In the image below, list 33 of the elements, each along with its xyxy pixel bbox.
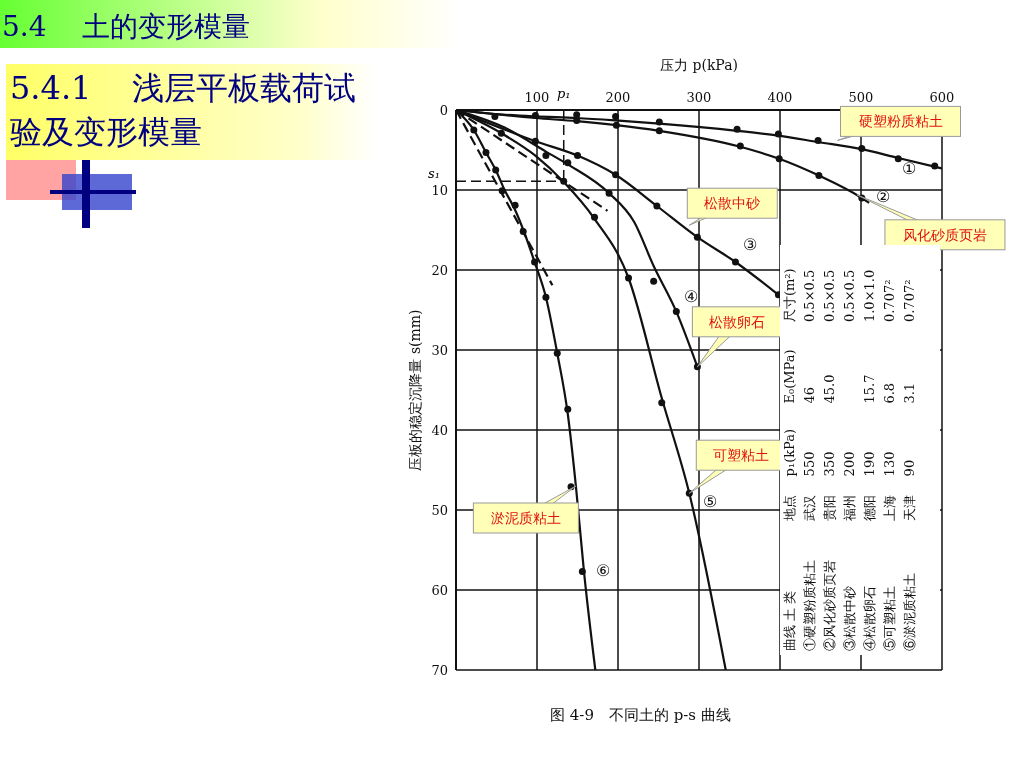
x-tick-label: 500 (848, 90, 874, 105)
series-label: ⑤ (703, 492, 718, 512)
annotation: 松散卵石 (709, 313, 766, 330)
x-tick-label: 400 (767, 90, 793, 105)
series-label: ③ (743, 235, 758, 254)
annotation: 松散中砂 (704, 195, 761, 212)
text: 5.4 土的变形模量 (2, 9, 251, 45)
x-axis-title: 压力 p(kPa) (660, 57, 738, 73)
series-label: ① (902, 159, 917, 178)
caption: 图 4-9 不同土的 p-s 曲线 (550, 706, 731, 725)
x-tick-label: 200 (605, 90, 631, 105)
x-tick-label: 600 (929, 90, 955, 105)
y-tick-label: 0 (439, 102, 448, 118)
soil-table: 曲线 土 类 地点 p₁(kPa) E₀(MPa) 尺寸(m²) ①硬塑粉质粘土 武汉 550 46 0.5×0.5 ②风化砂质页岩 贵阳 350 45.0 0.5×0.5 ③松散中砂 福州 200 0.5×0.5 ④松散卵石 德阳 190 15.7 1.0×1.0 ⑤可塑粘土 上海 130 6.8 0.707² ⑥淤泥质粘土 天津 90 3.1 0.707² (780, 245, 940, 655)
series-label: ④ (684, 286, 699, 306)
y-axis-title: 压板的稳定沉降量 s(mm) (407, 309, 423, 471)
ref-line-label: p₁ (556, 86, 571, 101)
x-tick-label: 300 (686, 90, 712, 105)
y-tick-label: 50 (431, 502, 448, 518)
y-tick-label: 60 (431, 582, 448, 598)
text: 5.4.1 浅层平板载荷试验及变形模量 (9, 68, 358, 153)
y-tick-label: 10 (431, 182, 448, 198)
y-tick-label: 70 (431, 662, 448, 678)
annotation: 可塑粘土 (713, 447, 770, 464)
x-tick-label: 100 (524, 90, 550, 105)
y-tick-label: 40 (431, 422, 448, 438)
y-tick-label: 30 (431, 342, 448, 358)
ref-line-label: s₁ (428, 166, 440, 182)
series-label: ② (875, 187, 890, 206)
annotation: 风化砂质页岩 (902, 226, 987, 243)
annotation: 淤泥质粘土 (490, 510, 561, 526)
series-label: ⑥ (595, 560, 610, 580)
y-tick-label: 20 (431, 262, 448, 278)
